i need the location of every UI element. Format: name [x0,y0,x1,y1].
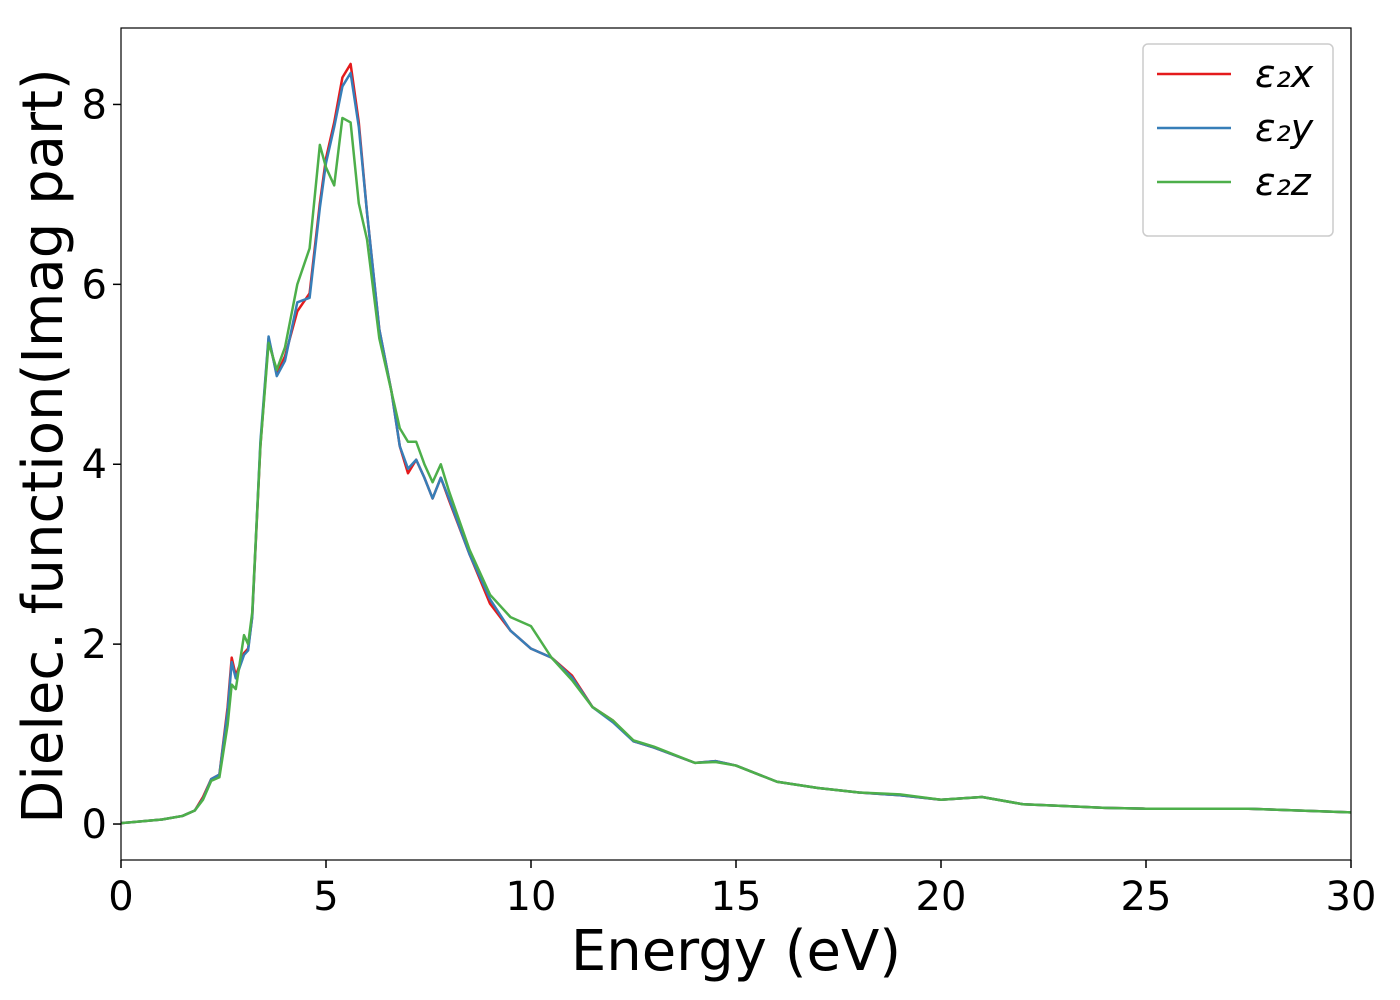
x-tick-label: 25 [1121,874,1172,920]
legend-label: ε₂x [1255,52,1314,96]
data-line [121,116,1351,825]
legend-label: ε₂z [1255,160,1312,204]
x-axis-label: Energy (eV) [571,919,901,984]
y-tick-label: 2 [82,622,107,668]
legend-label: ε₂y [1255,106,1314,150]
y-tick-label: 6 [82,262,107,308]
plot-frame [120,27,1352,861]
x-tick-label: 10 [506,874,557,920]
x-tick-label: 15 [711,874,762,920]
x-tick-label: 30 [1326,874,1377,920]
y-axis-label: Dielec. function(Imag part) [11,68,76,824]
y-tick-label: 8 [82,82,107,128]
y-tick-label: 0 [82,802,107,848]
legend-box [1142,43,1334,237]
x-tick-label: 20 [916,874,967,920]
x-tick-label: 5 [313,874,338,920]
y-tick-label: 4 [82,442,107,488]
x-tick-label: 0 [108,874,133,920]
